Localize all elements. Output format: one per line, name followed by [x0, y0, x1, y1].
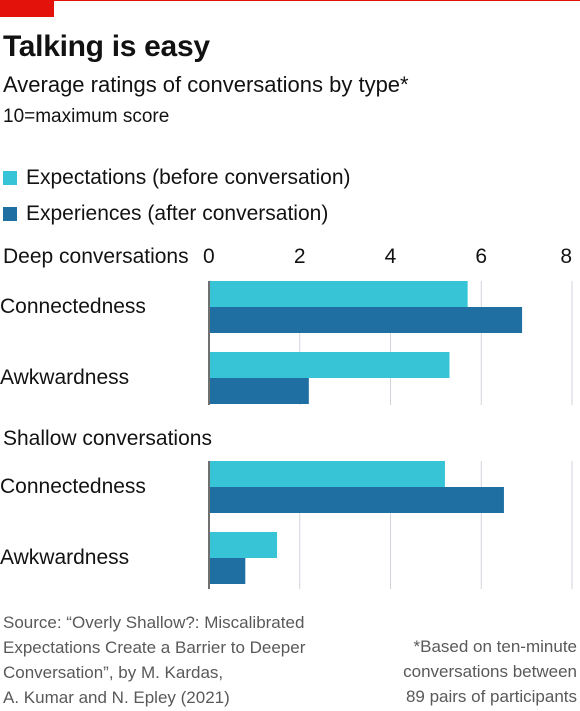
x-tick-label: 2: [294, 245, 306, 268]
footnote-line: conversations between: [403, 662, 577, 681]
footnote-line: *Based on ten-minute: [413, 637, 578, 656]
category-label: Awkwardness: [0, 546, 129, 569]
category-label: Awkwardness: [0, 366, 129, 389]
bar: [210, 281, 468, 307]
source-line: Conversation”, by M. Kardas,: [3, 663, 224, 682]
x-tick-label: 4: [385, 245, 397, 268]
source-line: Expectations Create a Barrier to Deeper: [3, 638, 306, 657]
bar: [210, 487, 504, 513]
bar-chart: 0 2 4 6 8 Deep conversations Connectedness Awkw…: [0, 245, 573, 589]
group-header: Shallow conversations: [3, 427, 212, 450]
group-header: Deep conversations: [3, 245, 189, 268]
bar: [210, 307, 523, 333]
legend-item-experiences: Experiences (after conversation): [3, 196, 351, 232]
category-label: Connectedness: [0, 295, 146, 318]
source-note: Source: “Overly Shallow?: Miscalibrated …: [3, 610, 305, 710]
bar: [210, 532, 278, 558]
legend-label-experiences: Experiences (after conversation): [26, 202, 329, 225]
bar: [210, 558, 246, 584]
source-line: Source: “Overly Shallow?: Miscalibrated: [3, 613, 305, 632]
category-label: Connectedness: [0, 475, 146, 498]
source-line: A. Kumar and N. Epley (2021): [3, 688, 230, 707]
x-tick-label: 8: [560, 245, 572, 268]
footnote-line: 89 pairs of participants: [405, 687, 577, 706]
unit-label: 10=maximum score: [3, 106, 170, 127]
bar: [210, 352, 450, 378]
bar: [210, 461, 445, 487]
footnote: *Based on ten-minute conversations betwe…: [403, 634, 577, 709]
legend-swatch-expectations: [3, 171, 17, 185]
top-rule: [0, 0, 580, 1]
legend-swatch-experiences: [3, 207, 17, 221]
chart-title: Talking is easy: [3, 30, 210, 63]
red-tag-logo: [0, 0, 54, 17]
x-tick-label: 0: [203, 245, 215, 268]
x-tick-label: 6: [475, 245, 487, 268]
chart-subtitle: Average ratings of conversations by type…: [3, 72, 409, 97]
legend-label-expectations: Expectations (before conversation): [26, 166, 351, 189]
bar: [210, 378, 309, 404]
legend: Expectations (before conversation) Exper…: [3, 160, 351, 232]
legend-item-expectations: Expectations (before conversation): [3, 160, 351, 196]
